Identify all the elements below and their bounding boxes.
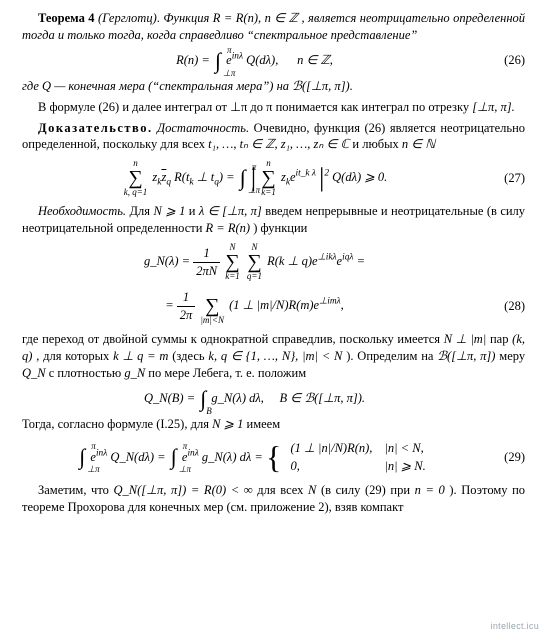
- theorem-text-1: Функция: [163, 11, 212, 25]
- integral-icon: ∫ π ⊥π: [240, 167, 246, 189]
- integral-icon: ∫ B: [200, 388, 206, 410]
- after-28-paragraph: где переход от двойной суммы к однократн…: [22, 331, 525, 382]
- sum-icon: N∑q=1: [247, 243, 262, 281]
- eq27-number: (27): [487, 170, 525, 187]
- fraction: 1 2π: [177, 289, 196, 324]
- equation-27: n∑k, q=1 zkzq R(tk ⊥ tq) = ∫ π ⊥π | n∑k=…: [22, 159, 525, 197]
- fraction: 1 2πN: [193, 245, 220, 280]
- theorem-label: Теорема 4: [38, 11, 95, 25]
- page: Теорема 4 (Герглотц). Функция R = R(n), …: [0, 0, 547, 636]
- sum-icon: n∑k, q=1: [124, 159, 148, 197]
- theorem-statement: Теорема 4 (Герглотц). Функция R = R(n), …: [22, 10, 525, 44]
- necessity-intro: Необходимость. Для N ⩾ 1 и λ ∈ [⊥π, π] в…: [22, 203, 525, 237]
- proof-label: Доказательство.: [38, 121, 153, 135]
- necessity-label: Необходимость.: [38, 204, 126, 218]
- equation-26: R(n) = ∫ π ⊥π einλ Q(dλ), n ∈ ℤ, (26): [22, 50, 525, 72]
- eq29-number: (29): [487, 449, 525, 466]
- sufficiency-label: Достаточность.: [157, 121, 249, 135]
- integral-icon: ∫ π ⊥π: [171, 446, 177, 468]
- integral-icon: ∫ π ⊥π: [215, 50, 221, 72]
- theorem-domain: n ∈ ℤ: [265, 11, 298, 25]
- eq26-lhs: R(n) =: [176, 53, 213, 67]
- theorem-author: (Герглотц): [98, 11, 157, 25]
- equation-QN: Q_N(B) = ∫ B g_N(λ) dλ, B ∈ ℬ([⊥π, π]).: [22, 388, 525, 410]
- equation-28-line1: g_N(λ) = 1 2πN N∑k=1 N∑q=1 R(k ⊥ q)e⊥ikλ…: [22, 243, 525, 281]
- proof-sufficiency: Доказательство. Достаточность. Очевидно,…: [22, 120, 525, 154]
- equation-28-line2: = 1 2π ∑|m|<N (1 ⊥ |m|/N)R(m)e⊥imλ, (28): [22, 287, 525, 325]
- watermark: intellect.icu: [491, 620, 539, 632]
- integral-note: В формуле (26) и далее интеграл от ⊥π до…: [22, 99, 525, 116]
- brace-icon: {: [266, 441, 281, 473]
- equation-29: ∫ π ⊥π einλ Q_N(dλ) = ∫ π ⊥π einλ g_N(λ)…: [22, 439, 525, 477]
- cases: (1 ⊥ |n|/N)R(n), |n| < N, 0, |n| ⩾ N.: [284, 439, 431, 477]
- eq26-number: (26): [487, 52, 525, 69]
- final-paragraph: Заметим, что Q_N([⊥π, π]) = R(0) < ∞ для…: [22, 482, 525, 516]
- sum-icon: n∑k=1: [261, 159, 276, 197]
- theorem-func: R = R(n): [213, 11, 258, 25]
- sum-icon: ∑|m|<N: [200, 287, 224, 325]
- sum-icon: N∑k=1: [225, 243, 240, 281]
- integral-icon: ∫ π ⊥π: [79, 446, 85, 468]
- eq28-number: (28): [487, 298, 525, 315]
- then-line: Тогда, согласно формуле (I.25), для N ⩾ …: [22, 416, 525, 433]
- where-line: где Q — конечная мера (“спектральная мер…: [22, 78, 525, 95]
